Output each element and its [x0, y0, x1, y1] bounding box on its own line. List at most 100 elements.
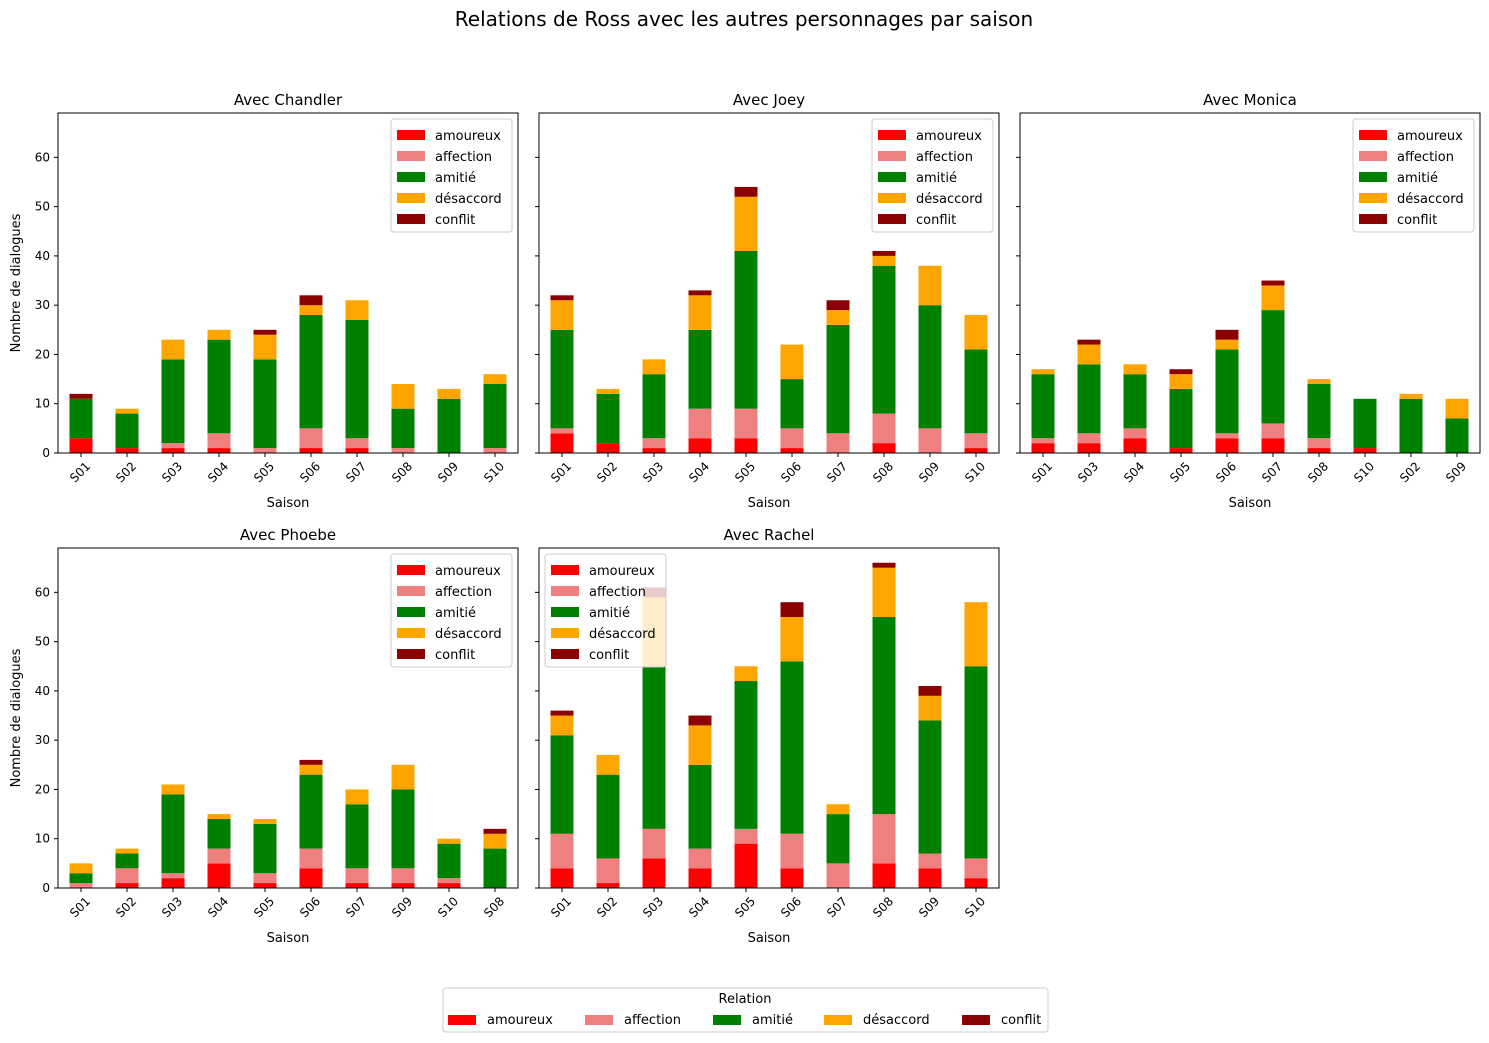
bar-amoureux-s05 [1169, 448, 1193, 453]
bar-amitie-s10 [437, 843, 461, 879]
x-tick-label-s08: S08 [1305, 459, 1331, 485]
legend-label-amitie: amitié [435, 171, 476, 186]
bar-amitie-s02 [1399, 398, 1423, 453]
bar-amoureux-s02 [596, 883, 620, 888]
legend-label-desaccord: désaccord [1397, 192, 1464, 207]
y-axis-label: Nombre de dialogues [9, 648, 24, 787]
x-tick-label-s05: S05 [732, 894, 758, 920]
bar-amitie-s09 [1445, 418, 1469, 453]
y-tick-label: 30 [35, 733, 50, 747]
bar-conflit-s05 [734, 186, 758, 197]
bars [550, 562, 988, 888]
x-tick-label-s06: S06 [297, 894, 323, 920]
bar-conflit-s08 [872, 562, 896, 568]
bottom-legend-title: Relation [719, 992, 772, 1007]
bar-desaccord-s01 [1031, 369, 1055, 375]
bar-amitie-s03 [161, 359, 185, 444]
bar-amitie-s07 [345, 319, 369, 439]
bar-amitie-s03 [642, 374, 666, 439]
bar-amoureux-s06 [780, 868, 804, 888]
y-tick-label: 30 [35, 298, 50, 312]
bar-amoureux-s03 [161, 448, 185, 453]
bar-amitie-s01 [69, 398, 93, 439]
x-tick-label-s03: S03 [159, 459, 185, 485]
legend-swatch-affection [551, 586, 579, 596]
x-tick-label-s05: S05 [251, 894, 277, 920]
x-tick-label-s02: S02 [1397, 459, 1423, 485]
legend-swatch-amitie [878, 172, 906, 182]
bar-affection-s08 [1307, 438, 1331, 449]
bottom-legend-swatch-conflit [962, 1015, 990, 1025]
bar-desaccord-s01 [69, 863, 93, 874]
bar-desaccord-s07 [1261, 285, 1285, 311]
bar-desaccord-s02 [596, 754, 620, 775]
y-tick-label: 60 [35, 585, 50, 599]
x-axis-label: Saison [748, 496, 791, 511]
x-tick-label-s06: S06 [778, 894, 804, 920]
chart-avec-phoebe: 0 10 20 30 40 50 60 S01 S02 S03 S04 S05 S06 S07 S09 S10… [9, 526, 519, 946]
bar-amitie-s06 [299, 315, 323, 429]
y-tick-label: 20 [35, 782, 50, 796]
legend-label-amoureux: amoureux [1397, 129, 1463, 144]
bar-desaccord-s04 [207, 329, 231, 340]
bar-affection-s01 [1031, 438, 1055, 444]
bottom-legend-swatch-amitie [713, 1015, 741, 1025]
bar-amoureux-s01 [550, 433, 574, 453]
legend-label-amoureux: amoureux [435, 564, 501, 579]
bar-amitie-s02 [115, 853, 139, 869]
bar-amoureux-s01 [1031, 443, 1055, 453]
legend-swatch-desaccord [551, 628, 579, 638]
bar-amoureux-s04 [688, 438, 712, 453]
chart-avec-monica: S01 S03 S04 S05 S06 S07 S08 S10 S02 S09 Avec Monic… [1016, 91, 1481, 511]
bar-amoureux-s05 [734, 438, 758, 453]
legend-frame [1352, 118, 1475, 233]
legend-swatch-conflit [878, 214, 906, 224]
x-tick-label-s01: S01 [548, 459, 574, 485]
bar-amitie-s04 [207, 339, 231, 434]
x-tick-label-s03: S03 [640, 894, 666, 920]
legend-swatch-amitie [551, 607, 579, 617]
figure-title: Relations de Ross avec les autres person… [455, 7, 1033, 31]
legend-frame [871, 118, 994, 233]
bar-amoureux-s02 [115, 883, 139, 888]
legend-swatch-amoureux [551, 565, 579, 575]
bar-desaccord-s04 [688, 725, 712, 765]
bar-affection-s04 [207, 848, 231, 864]
bar-conflit-s06 [299, 295, 323, 306]
x-tick-label-s07: S07 [343, 459, 369, 485]
bar-amitie-s05 [1169, 388, 1193, 449]
bar-affection-s03 [161, 443, 185, 449]
bar-affection-s05 [253, 448, 277, 453]
legend-label-conflit: conflit [435, 648, 475, 663]
bar-conflit-s09 [918, 685, 942, 696]
bar-amoureux-s02 [596, 443, 620, 453]
bar-desaccord-s04 [688, 295, 712, 330]
bar-conflit-s04 [688, 290, 712, 296]
bar-desaccord-s02 [1399, 393, 1423, 399]
bottom-legend-label-amitie: amitié [752, 1013, 793, 1028]
bar-amitie-s08 [872, 265, 896, 414]
legend-label-amoureux: amoureux [589, 564, 655, 579]
bar-desaccord-s06 [780, 344, 804, 380]
legend: amoureux affection amitié désaccord conflit [390, 118, 513, 233]
legend-swatch-desaccord [878, 193, 906, 203]
bar-desaccord-s03 [161, 784, 185, 795]
bar-desaccord-s09 [918, 695, 942, 721]
bar-amitie-s10 [964, 666, 988, 859]
bar-amitie-s09 [391, 789, 415, 869]
legend-label-conflit: conflit [1397, 213, 1437, 228]
bar-amoureux-s08 [872, 863, 896, 888]
bar-amitie-s02 [115, 413, 139, 449]
bar-affection-s04 [1123, 428, 1147, 439]
x-tick-label-s07: S07 [1259, 459, 1285, 485]
bottom-legend-label-desaccord: désaccord [863, 1013, 930, 1028]
x-tick-label-s01: S01 [548, 894, 574, 920]
legend-swatch-amitie [1359, 172, 1387, 182]
x-tick-label-s01: S01 [67, 459, 93, 485]
bar-desaccord-s06 [780, 616, 804, 662]
bar-amitie-s04 [1123, 374, 1147, 429]
bar-conflit-s05 [1169, 369, 1193, 375]
bar-desaccord-s05 [734, 666, 758, 682]
x-tick-label-s04: S04 [205, 459, 231, 485]
bar-amoureux-s04 [688, 868, 712, 888]
